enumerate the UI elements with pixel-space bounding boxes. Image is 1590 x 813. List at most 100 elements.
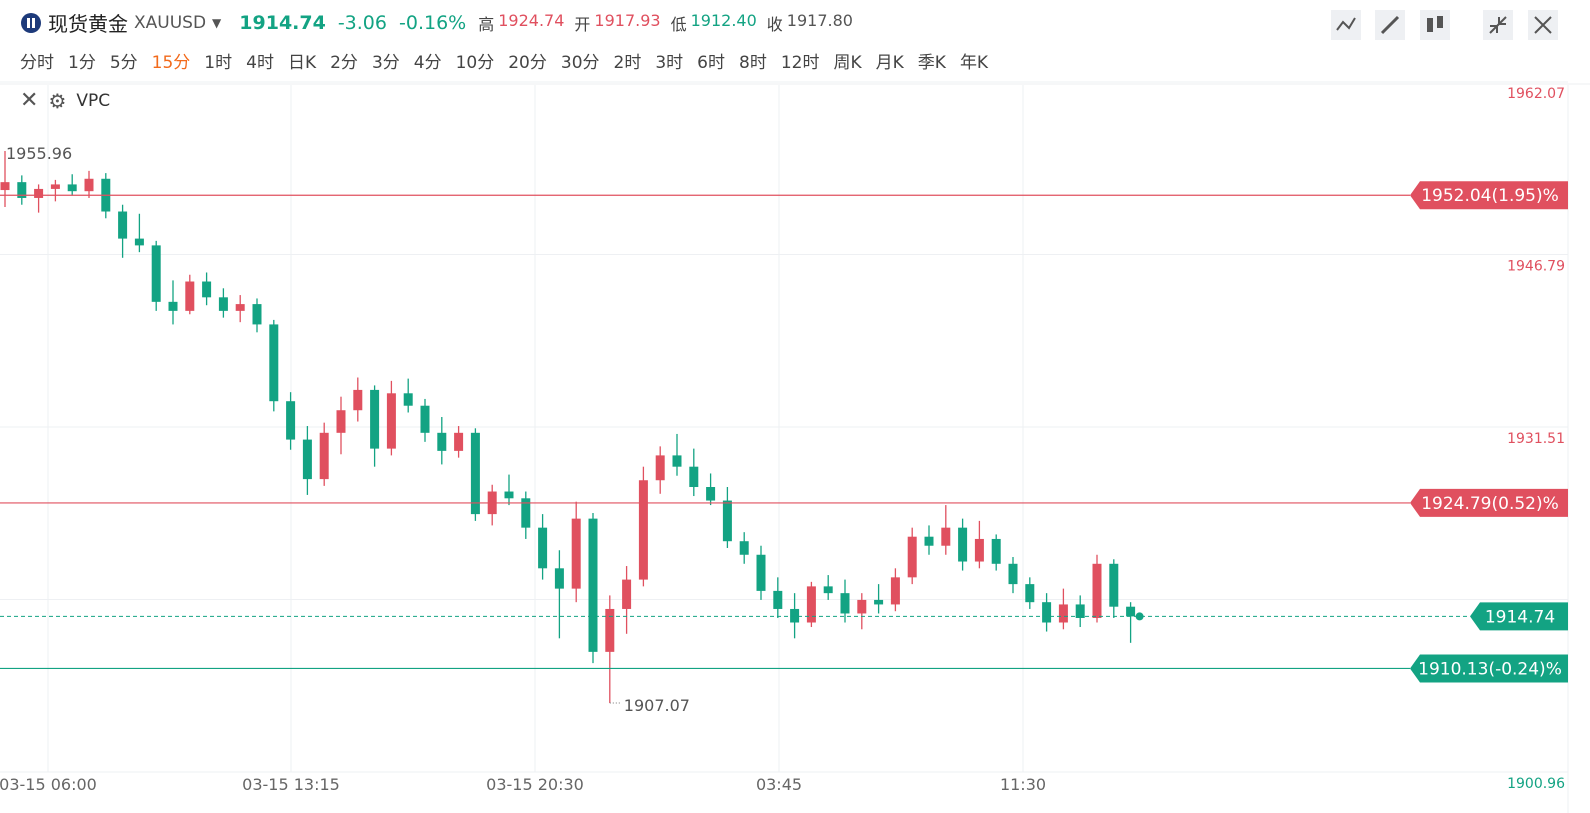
timeframe-tab[interactable]: 日K	[287, 53, 317, 73]
timeframe-tab[interactable]: 年K	[959, 53, 989, 73]
candle-body	[941, 527, 951, 546]
last-price-label: 1914.74	[1485, 607, 1555, 627]
candle-body	[470, 432, 480, 515]
symbol[interactable]: XAUUSD	[134, 12, 207, 33]
timeframe-tab[interactable]: 12时	[780, 53, 820, 73]
candle-body	[67, 184, 77, 192]
timeframe-tab[interactable]: 5分	[109, 53, 138, 73]
timeframe-tabs: 分时 1分 5分 15分 1时 4时 日K 2分 3分 4分 10分 20分 30分 2时 3时 6时 8时 12…	[20, 48, 988, 73]
timeframe-tab[interactable]: 10分	[455, 53, 495, 73]
candle-body	[974, 538, 984, 562]
y-tick-label: 1962.07	[1507, 86, 1565, 102]
toolbar-icons	[1331, 10, 1558, 40]
max-label: 1955.96	[6, 144, 72, 163]
candle-body	[638, 480, 648, 580]
candle-body	[420, 405, 430, 433]
dropdown[interactable]: ▼	[212, 15, 222, 30]
timeframe-tab[interactable]: 1分	[68, 53, 96, 73]
icon-pen	[1380, 15, 1400, 35]
candle-body	[840, 593, 850, 614]
candle-body	[538, 527, 548, 569]
timeframe-tab[interactable]: 30分	[560, 53, 600, 73]
candle-body	[1126, 606, 1136, 617]
change-pct: -0.16%	[399, 11, 467, 34]
candle-body	[1025, 584, 1035, 603]
candle-body	[722, 500, 732, 542]
timeframe-tab[interactable]: 分时	[20, 53, 54, 73]
icon-shrink	[1489, 16, 1507, 34]
candle-body	[336, 410, 346, 433]
timeframe-tab[interactable]: 季K	[917, 53, 946, 73]
candle-body	[34, 188, 44, 198]
timeframe-tab[interactable]: 4时	[246, 53, 274, 73]
timeframe-tab[interactable]: 20分	[508, 53, 547, 73]
stat-value: 1917.80	[786, 10, 853, 30]
icon[interactable]	[1420, 10, 1450, 40]
timeframe-tab[interactable]: 1时	[204, 53, 233, 73]
change: -3.06	[337, 11, 387, 34]
candle-body	[437, 432, 447, 451]
candle-body	[118, 211, 128, 239]
stat-value: 1917.93	[594, 10, 661, 30]
indicator-bar: ✕ ⚙ VPC	[20, 88, 110, 113]
candle-body	[521, 498, 531, 528]
price-tag-label: 1924.79(0.52)%	[1421, 494, 1559, 514]
y-tick-label: 1931.51	[1507, 431, 1565, 447]
price-tag	[1410, 181, 1568, 210]
candle-body	[504, 491, 514, 499]
x-tick-label: 03-15 20:30	[486, 775, 584, 794]
timeframe-tab[interactable]: 3时	[655, 53, 684, 73]
candle-body	[823, 586, 833, 594]
candle-body	[252, 304, 262, 325]
stat-value: 1924.74	[498, 10, 565, 30]
name: 现货黄金	[48, 12, 128, 36]
timeframe-tab[interactable]: 8时	[739, 53, 767, 73]
candle-body	[386, 393, 396, 449]
y-tick-label: 1946.79	[1507, 259, 1565, 275]
stat-label: 开	[574, 14, 591, 34]
candle-body	[605, 608, 615, 652]
candle-body	[168, 301, 178, 311]
x-tick-label: 11:30	[1000, 775, 1046, 794]
candle-body	[1109, 563, 1119, 607]
timeframe-tab[interactable]: 月K	[875, 53, 904, 73]
candle-body	[84, 178, 94, 192]
x-tick-label: 03-15 06:00	[0, 775, 97, 794]
candle-body	[185, 281, 195, 311]
candle-body	[756, 554, 766, 591]
candle-body	[622, 579, 632, 609]
x-tick-label: 03-15 13:15	[242, 775, 340, 794]
stat-value: 1912.40	[690, 10, 757, 30]
icon-candle	[1427, 18, 1433, 32]
stat-label: 低	[670, 14, 687, 34]
stats: 高 1924.74 开 1917.93 低 1912.40 收 1917.80	[478, 11, 859, 35]
timeframe-tab[interactable]: 4分	[413, 53, 442, 73]
timeframe-tab[interactable]: 3分	[371, 53, 400, 73]
candle-body	[302, 439, 312, 480]
timeframe-tab[interactable]: 2分	[330, 53, 358, 73]
candle-body	[571, 518, 581, 589]
settings[interactable]: ⚙	[48, 88, 67, 113]
candle-body	[588, 518, 598, 652]
timeframe-tab[interactable]: 6时	[697, 53, 725, 73]
last-price-tag	[1470, 602, 1568, 631]
price-tag-label: 1910.13(-0.24)%	[1418, 659, 1562, 679]
price-tag	[1410, 654, 1568, 683]
candle-body	[134, 238, 144, 246]
candle-body	[874, 599, 884, 605]
candle-body	[924, 536, 934, 546]
candle-body	[454, 432, 464, 451]
timeframe-tab[interactable]: 周K	[833, 53, 862, 73]
timeframe-tab[interactable]: 2时	[613, 53, 642, 73]
candle-body	[0, 182, 10, 191]
close-indicator[interactable]: ✕	[20, 88, 39, 113]
icon-close	[1534, 16, 1552, 34]
candle-body	[50, 184, 60, 189]
timeframe-tab[interactable]: 15分	[151, 53, 191, 73]
candle-body	[1042, 602, 1052, 623]
candle-body	[1008, 563, 1018, 585]
candle-body	[1092, 563, 1102, 618]
candle-body	[689, 466, 699, 488]
